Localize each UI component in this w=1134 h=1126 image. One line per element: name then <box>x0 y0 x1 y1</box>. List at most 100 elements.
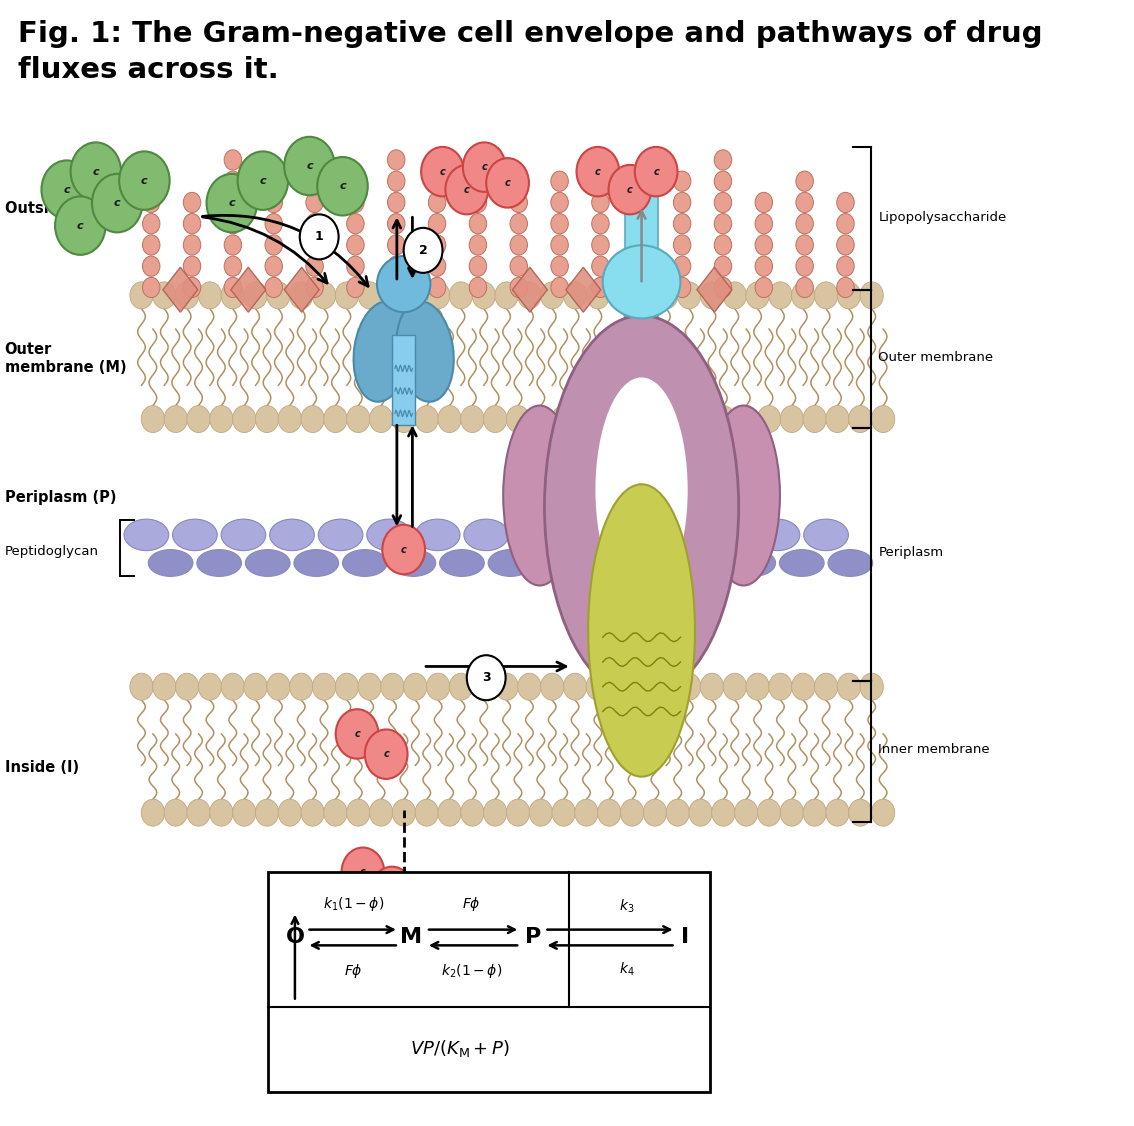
Text: 2: 2 <box>418 244 428 257</box>
Ellipse shape <box>708 405 780 586</box>
Text: Fig. 1: The Gram-negative cell envelope and pathways of drug
fluxes across it.: Fig. 1: The Gram-negative cell envelope … <box>18 20 1043 83</box>
Ellipse shape <box>124 519 169 551</box>
Circle shape <box>792 673 815 700</box>
Circle shape <box>488 896 527 941</box>
Circle shape <box>755 235 772 256</box>
Circle shape <box>210 799 232 826</box>
Circle shape <box>688 405 712 432</box>
Ellipse shape <box>609 519 654 551</box>
Circle shape <box>265 277 282 297</box>
Text: I: I <box>682 928 689 947</box>
Text: c: c <box>93 167 99 177</box>
Circle shape <box>541 282 564 309</box>
Text: Outer
membrane (M): Outer membrane (M) <box>5 342 126 375</box>
Circle shape <box>677 673 701 700</box>
Ellipse shape <box>683 549 727 577</box>
Text: Outside (O): Outside (O) <box>5 202 100 216</box>
Text: c: c <box>389 886 395 896</box>
Circle shape <box>370 799 392 826</box>
Circle shape <box>358 282 381 309</box>
Ellipse shape <box>376 256 431 312</box>
Circle shape <box>347 193 364 213</box>
Circle shape <box>467 655 506 700</box>
Circle shape <box>688 799 712 826</box>
Ellipse shape <box>513 519 557 551</box>
Circle shape <box>860 282 883 309</box>
Circle shape <box>278 799 302 826</box>
Circle shape <box>592 256 609 276</box>
Ellipse shape <box>544 315 738 698</box>
Text: c: c <box>228 198 235 208</box>
Circle shape <box>164 405 187 432</box>
Ellipse shape <box>221 519 265 551</box>
Text: Periplasm (P): Periplasm (P) <box>5 490 116 506</box>
Circle shape <box>312 673 336 700</box>
Text: c: c <box>595 167 601 177</box>
Circle shape <box>654 282 678 309</box>
Circle shape <box>225 256 242 276</box>
Ellipse shape <box>561 519 606 551</box>
Circle shape <box>306 277 323 297</box>
Circle shape <box>469 256 486 276</box>
Ellipse shape <box>396 302 454 402</box>
Circle shape <box>232 799 256 826</box>
Circle shape <box>666 799 689 826</box>
Circle shape <box>674 256 691 276</box>
Circle shape <box>129 673 153 700</box>
Circle shape <box>643 405 667 432</box>
Text: $F\phi$: $F\phi$ <box>344 963 363 981</box>
Ellipse shape <box>779 549 824 577</box>
Circle shape <box>244 673 268 700</box>
Polygon shape <box>163 267 197 312</box>
Text: $VP/(K_{\mathrm{M}}+P)$: $VP/(K_{\mathrm{M}}+P)$ <box>409 1038 509 1060</box>
Circle shape <box>225 193 242 213</box>
Circle shape <box>575 799 598 826</box>
Ellipse shape <box>319 519 363 551</box>
FancyBboxPatch shape <box>268 873 710 1091</box>
Bar <box>392 334 415 425</box>
Bar <box>625 194 658 419</box>
Circle shape <box>312 282 336 309</box>
Circle shape <box>837 235 854 256</box>
Ellipse shape <box>585 549 629 577</box>
Circle shape <box>633 193 650 213</box>
Circle shape <box>796 214 813 234</box>
Circle shape <box>723 673 746 700</box>
Circle shape <box>714 277 731 297</box>
Circle shape <box>142 799 164 826</box>
Text: Lipopolysaccharide: Lipopolysaccharide <box>879 212 1007 224</box>
Circle shape <box>837 673 861 700</box>
Circle shape <box>388 277 405 297</box>
Circle shape <box>382 525 425 574</box>
Circle shape <box>723 282 746 309</box>
Text: c: c <box>359 867 366 877</box>
Circle shape <box>347 405 370 432</box>
Circle shape <box>635 146 677 196</box>
Circle shape <box>184 193 201 213</box>
Circle shape <box>518 673 541 700</box>
Text: M: M <box>400 928 423 947</box>
Circle shape <box>187 405 210 432</box>
Circle shape <box>518 282 541 309</box>
Circle shape <box>221 673 245 700</box>
Circle shape <box>266 282 290 309</box>
Circle shape <box>176 282 198 309</box>
Circle shape <box>238 151 288 209</box>
Circle shape <box>643 799 667 826</box>
Circle shape <box>666 405 689 432</box>
Ellipse shape <box>488 549 533 577</box>
Circle shape <box>449 282 473 309</box>
Ellipse shape <box>536 549 582 577</box>
Circle shape <box>265 256 282 276</box>
Circle shape <box>552 405 575 432</box>
Text: c: c <box>627 185 633 195</box>
Circle shape <box>551 256 568 276</box>
Circle shape <box>796 171 813 191</box>
Circle shape <box>837 193 854 213</box>
Ellipse shape <box>464 519 508 551</box>
Circle shape <box>592 150 609 170</box>
Circle shape <box>551 214 568 234</box>
Text: Outer membrane: Outer membrane <box>879 350 993 364</box>
Circle shape <box>198 282 221 309</box>
Circle shape <box>746 673 769 700</box>
